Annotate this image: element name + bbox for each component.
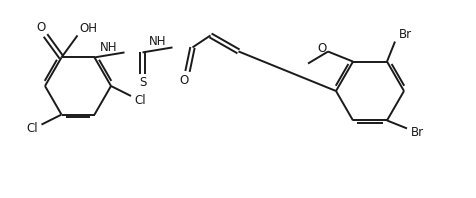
Text: O: O xyxy=(179,74,188,87)
Text: Br: Br xyxy=(410,126,424,139)
Text: O: O xyxy=(317,42,327,55)
Text: NH: NH xyxy=(149,35,166,48)
Text: NH: NH xyxy=(100,41,117,54)
Text: Br: Br xyxy=(398,28,412,41)
Text: OH: OH xyxy=(79,22,98,35)
Text: O: O xyxy=(36,21,45,34)
Text: S: S xyxy=(139,76,146,89)
Text: Cl: Cl xyxy=(134,93,146,107)
Text: Cl: Cl xyxy=(27,122,38,135)
